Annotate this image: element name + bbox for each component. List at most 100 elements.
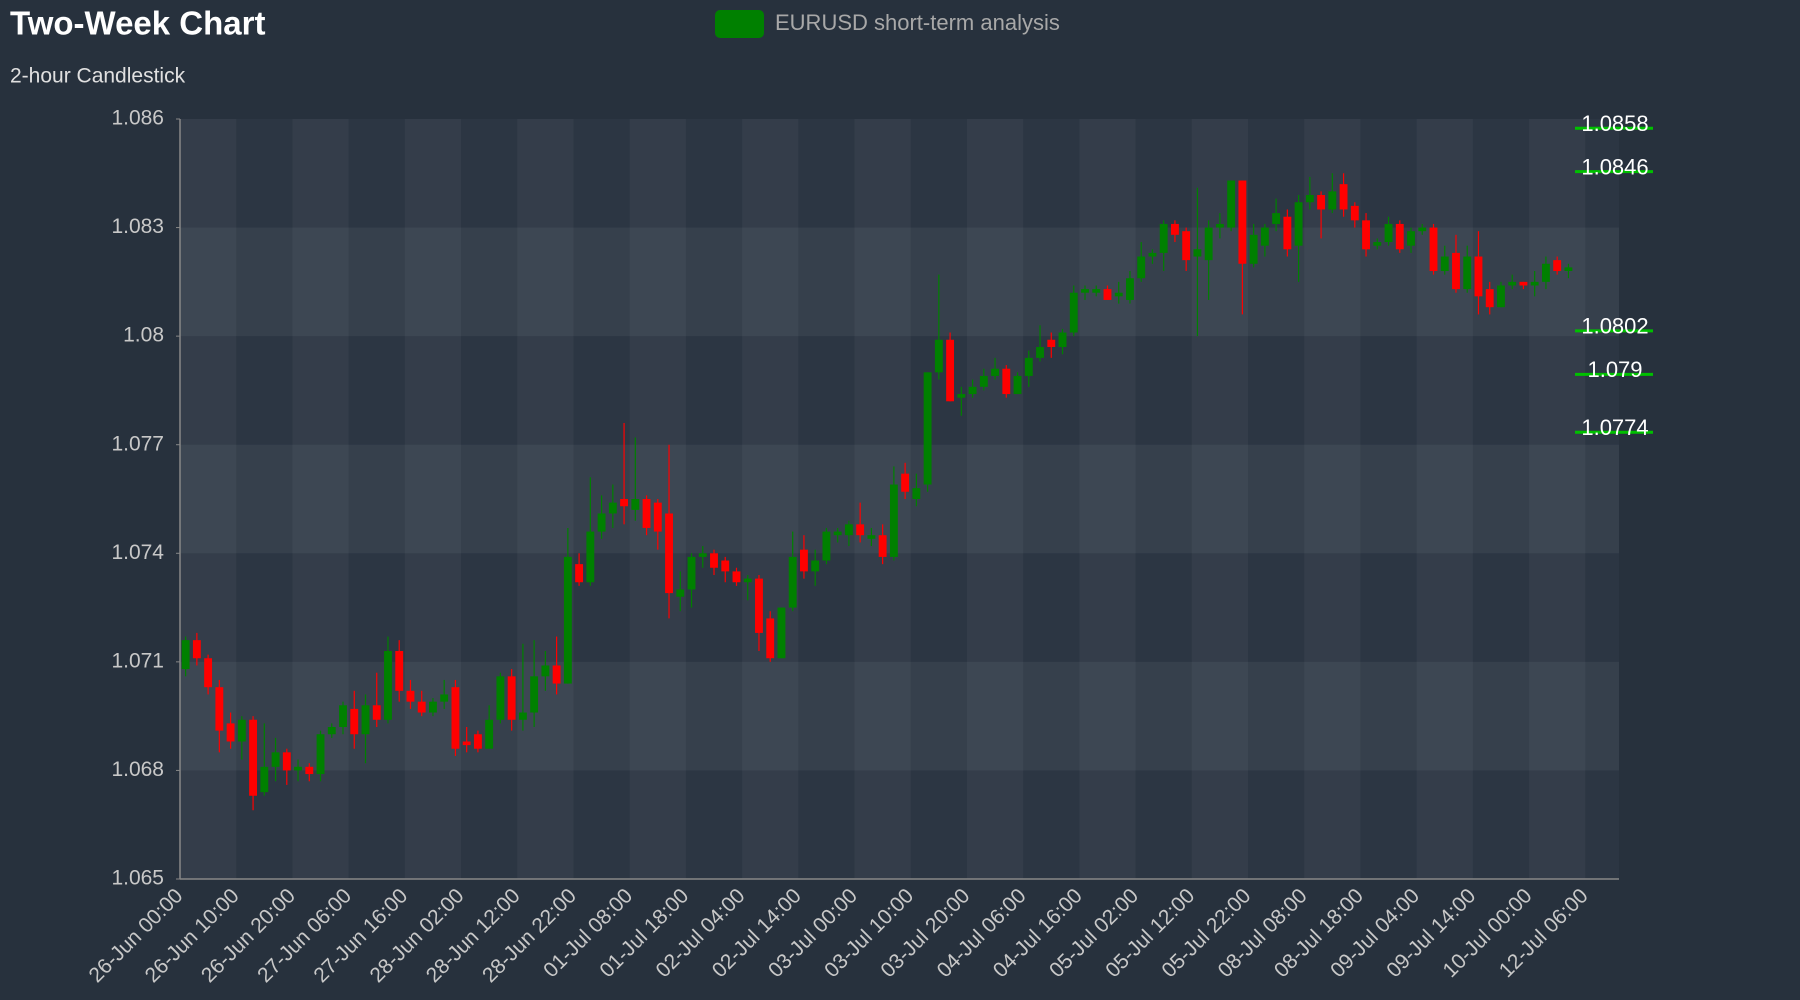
candle-body bbox=[732, 571, 741, 583]
chart-subtitle: 2-hour Candlestick bbox=[10, 65, 186, 88]
candle-body bbox=[1530, 281, 1539, 286]
candle-body bbox=[777, 607, 786, 659]
candle-body bbox=[620, 499, 629, 507]
candle-body bbox=[552, 665, 561, 684]
candle-body bbox=[1058, 332, 1067, 347]
candle-body bbox=[665, 513, 673, 594]
candle-body bbox=[1024, 357, 1033, 376]
candle-body bbox=[822, 531, 831, 561]
candle-body bbox=[440, 694, 449, 702]
candle-body bbox=[923, 372, 932, 485]
y-tick-label: 1.065 bbox=[111, 867, 164, 890]
candle-body bbox=[1497, 285, 1505, 308]
candle-body bbox=[1081, 289, 1089, 293]
candle-body bbox=[1182, 231, 1191, 261]
candle-body bbox=[260, 766, 269, 793]
candle-body bbox=[282, 752, 291, 771]
candle-body bbox=[1541, 263, 1550, 282]
candle-body bbox=[934, 339, 943, 373]
candle-body bbox=[406, 690, 415, 702]
legend-swatch[interactable] bbox=[715, 10, 764, 38]
candle-body bbox=[1002, 368, 1011, 395]
y-tick-label: 1.071 bbox=[111, 649, 164, 672]
candle-body bbox=[687, 556, 696, 590]
candle-body bbox=[1553, 260, 1562, 271]
candle-body bbox=[844, 524, 853, 536]
grid-band-vertical bbox=[966, 119, 1024, 879]
candle-body bbox=[316, 734, 325, 775]
candle-body bbox=[1126, 278, 1134, 300]
candle-body bbox=[1103, 289, 1112, 300]
grid-band bbox=[180, 444, 1619, 554]
candle-body bbox=[608, 502, 617, 514]
candle-body bbox=[429, 701, 437, 713]
candle-body bbox=[181, 640, 190, 670]
candle-body bbox=[327, 727, 336, 735]
candle-body bbox=[305, 766, 314, 775]
candle-body bbox=[339, 705, 347, 727]
candle-body bbox=[1474, 256, 1483, 297]
candle-body bbox=[1013, 375, 1022, 395]
level-label: 1.0846 bbox=[1581, 154, 1648, 179]
level-label: 1.0802 bbox=[1581, 314, 1648, 339]
candle-body bbox=[833, 531, 842, 536]
candle-body bbox=[1519, 281, 1528, 286]
candle-body bbox=[294, 766, 302, 771]
candle-body bbox=[1238, 180, 1247, 264]
candle-body bbox=[1463, 256, 1472, 290]
candle-body bbox=[957, 394, 966, 398]
legend-label[interactable]: EURUSD short-term analysis bbox=[775, 10, 1060, 35]
candle-body bbox=[237, 719, 246, 742]
y-tick-label: 1.068 bbox=[111, 758, 164, 781]
candle-body bbox=[249, 719, 258, 796]
candle-body bbox=[642, 499, 651, 528]
candle-body bbox=[417, 701, 426, 713]
candle-body bbox=[361, 705, 370, 735]
candle-body bbox=[1193, 249, 1202, 257]
candle-body bbox=[271, 752, 280, 767]
y-tick-label: 1.074 bbox=[111, 541, 164, 564]
candle-body bbox=[1227, 180, 1236, 228]
candle-body bbox=[1159, 223, 1168, 253]
candle-body bbox=[192, 640, 201, 659]
candle-body bbox=[496, 676, 505, 720]
candle-body bbox=[1328, 191, 1337, 210]
level-label: 1.0774 bbox=[1581, 415, 1648, 440]
candle-body bbox=[597, 513, 606, 532]
candle-body bbox=[1036, 347, 1044, 358]
candle-body bbox=[631, 499, 640, 510]
candle-body bbox=[1260, 227, 1269, 246]
candle-body bbox=[507, 676, 516, 720]
candle-body bbox=[1564, 267, 1573, 271]
candle-body bbox=[563, 556, 572, 684]
candle-body bbox=[755, 578, 763, 633]
candle-body bbox=[1418, 227, 1427, 232]
candle-body bbox=[1395, 223, 1404, 250]
candle-body bbox=[912, 488, 921, 499]
candle-body bbox=[867, 535, 876, 539]
grid-band-vertical bbox=[517, 119, 574, 879]
candle-body bbox=[889, 484, 898, 557]
candle-body bbox=[721, 560, 730, 572]
candle-body bbox=[1350, 205, 1359, 221]
candle-body bbox=[1204, 227, 1213, 261]
y-tick-label: 1.083 bbox=[111, 215, 164, 238]
y-tick-label: 1.086 bbox=[111, 107, 164, 130]
candle-body bbox=[1373, 242, 1382, 246]
candle-body bbox=[215, 687, 224, 731]
candle-body bbox=[979, 375, 988, 387]
candle-body bbox=[541, 665, 550, 677]
candle-body bbox=[1429, 227, 1438, 271]
grid-band-vertical bbox=[1304, 119, 1361, 879]
candle-body bbox=[1047, 339, 1056, 347]
candle-body bbox=[372, 705, 381, 720]
y-tick-label: 1.08 bbox=[123, 324, 164, 347]
level-label: 1.0858 bbox=[1581, 111, 1648, 136]
candle-body bbox=[710, 553, 718, 568]
candle-body bbox=[743, 578, 752, 583]
candle-body bbox=[946, 339, 955, 402]
candle-body bbox=[1452, 252, 1460, 290]
grid-band-vertical bbox=[1079, 119, 1136, 879]
